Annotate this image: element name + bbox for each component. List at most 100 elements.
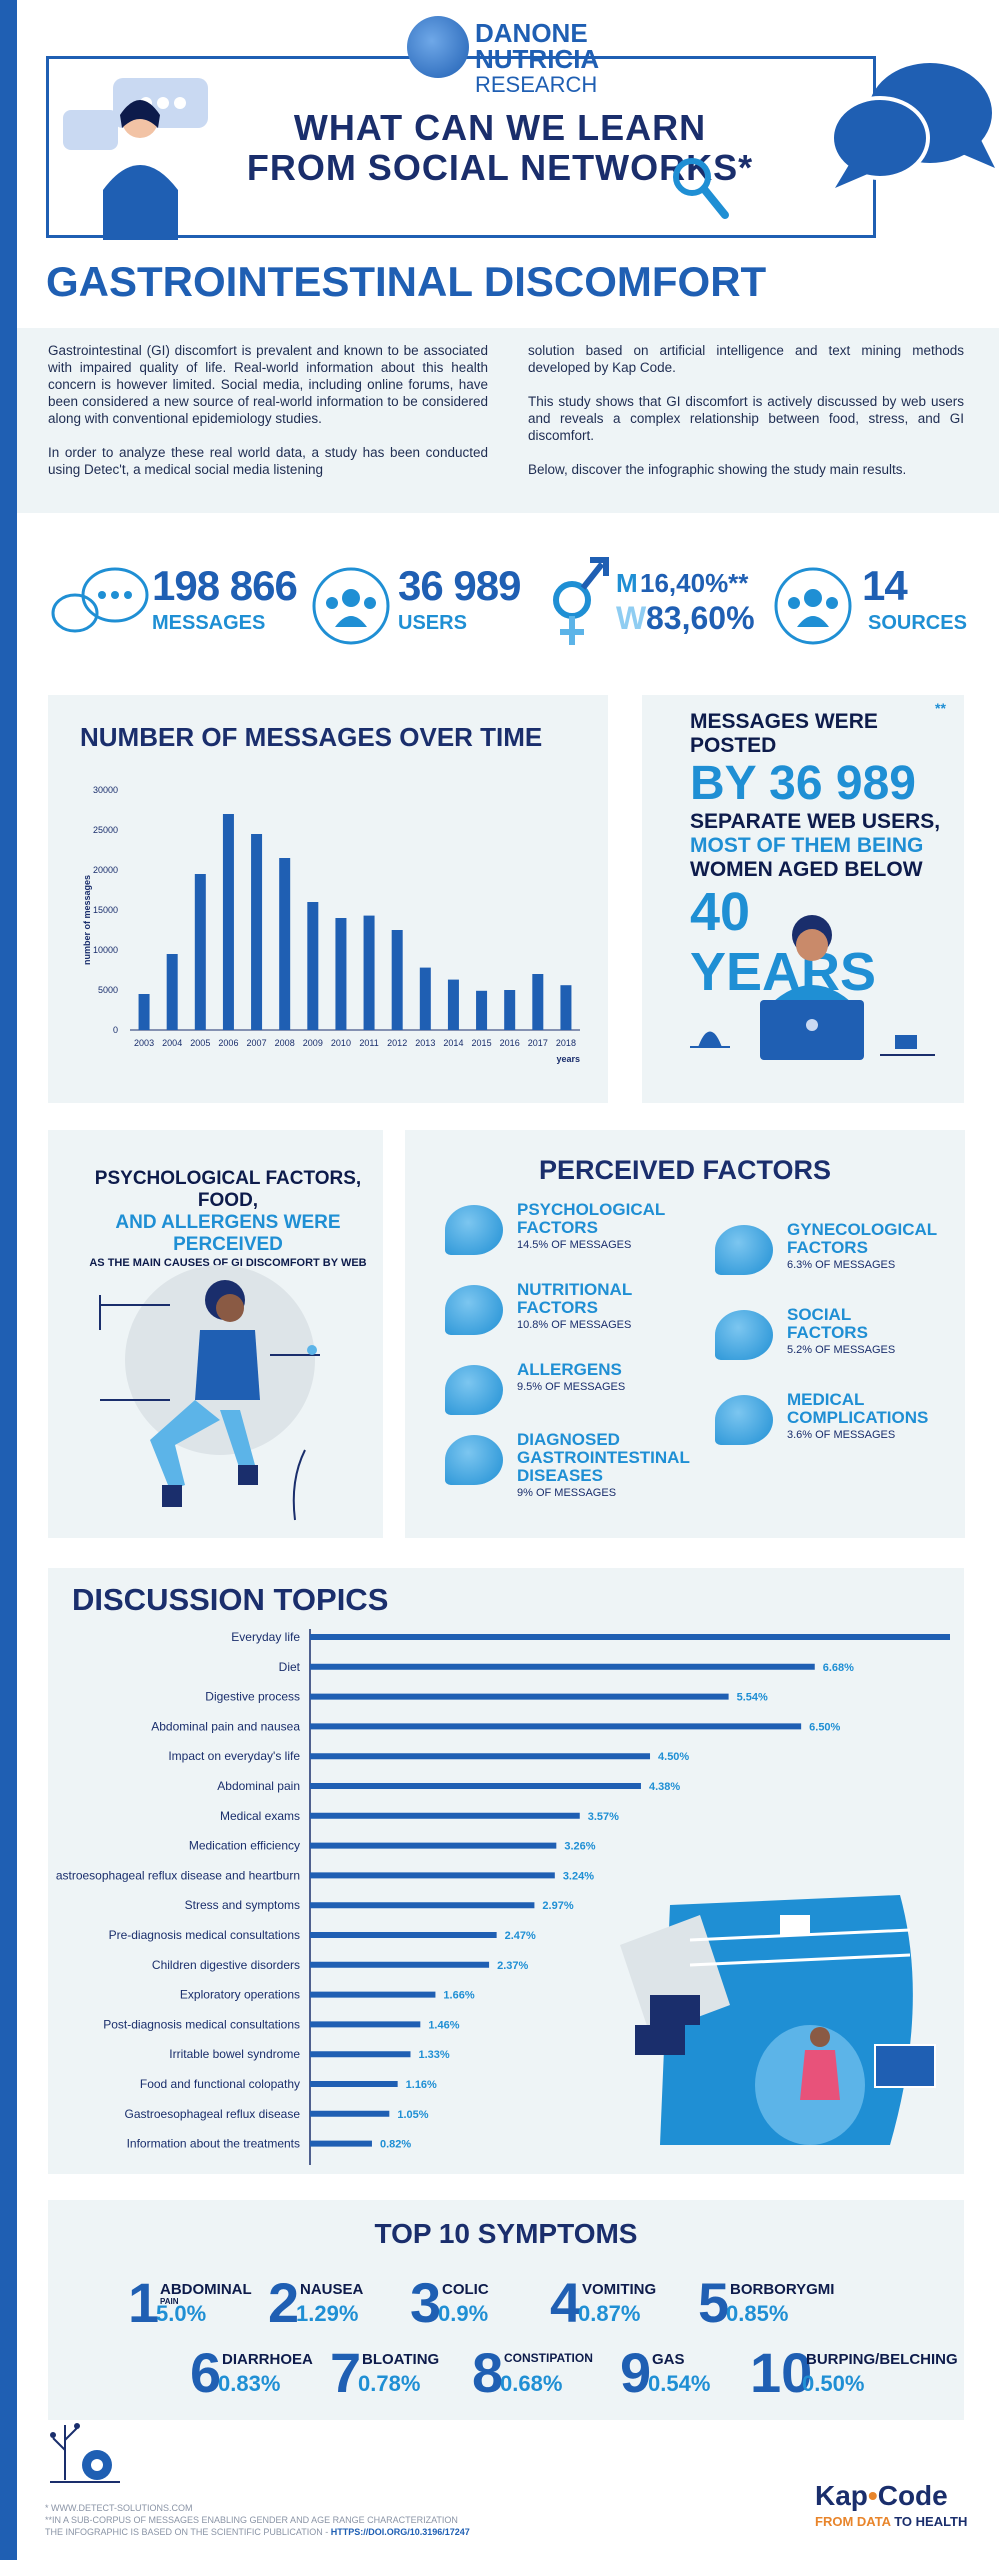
- intro-left-column: Gastrointestinal (GI) discomfort is prev…: [48, 343, 488, 477]
- symptom-pct: 0.78%: [358, 2371, 421, 2396]
- danone-logo: DANONE NUTRICIA RESEARCH: [475, 18, 600, 97]
- factor-blob-icon: [715, 1395, 773, 1445]
- y-tick-label: 25000: [93, 825, 118, 835]
- bar-2018: [560, 985, 572, 1030]
- speech-bubbles-icon: [830, 63, 995, 188]
- topic-value: 3.24%: [563, 1870, 594, 1882]
- bar-2017: [532, 974, 544, 1030]
- x-tick-label: 2006: [218, 1038, 238, 1048]
- topic-value: 2.47%: [505, 1930, 536, 1942]
- topic-value: 2.97%: [542, 1900, 573, 1912]
- male-pct: 16,40%**: [640, 568, 749, 598]
- symptom-rank: 1: [128, 2271, 160, 2334]
- publication-link[interactable]: HTTPS://DOI.ORG/10.3196/17247: [330, 2527, 470, 2537]
- topic-label: Stress and symptoms: [185, 1898, 300, 1912]
- symptom-rank: 4: [550, 2271, 582, 2334]
- bar-2010: [335, 918, 347, 1030]
- topic-value: 3.26%: [564, 1841, 595, 1853]
- messages-icon: [51, 567, 149, 633]
- male-label: M: [616, 568, 638, 598]
- bar-2014: [447, 979, 459, 1030]
- topic-value: 0.82%: [380, 2139, 411, 2151]
- messages-label: MESSAGES: [152, 612, 266, 634]
- y-tick-label: 20000: [93, 865, 118, 875]
- topic-value: 3.57%: [588, 1811, 619, 1823]
- symptom-rank: 8: [472, 2341, 504, 2404]
- topic-label: Exploratory operations: [180, 1988, 300, 2002]
- factor-name: PSYCHOLOGICAL FACTORS: [517, 1200, 666, 1237]
- kapcode-tagline: FROM DATA TO HEALTH: [815, 2514, 968, 2529]
- messages-over-time-chart: number of messages 0 5000 10000 15000 20000 25…: [82, 785, 580, 1064]
- gender-icon: [553, 557, 609, 645]
- x-tick-label: 2004: [162, 1038, 182, 1048]
- footnote-1: * WWW.DETECT-SOLUTIONS.COM: [45, 2503, 193, 2513]
- factor-blob-icon: [715, 1310, 773, 1360]
- x-tick-label: 2014: [443, 1038, 463, 1048]
- y-tick-label: 5000: [98, 985, 118, 995]
- x-tick-label: 2007: [247, 1038, 267, 1048]
- topic-value: 1.05%: [397, 2109, 428, 2121]
- topic-label: Medication efficiency: [189, 1839, 300, 1853]
- topic-value: 6.68%: [823, 1662, 854, 1674]
- factor-name: GYNECOLOGICAL FACTORS: [787, 1220, 938, 1257]
- bar-2005: [194, 874, 206, 1030]
- y-tick-label: 15000: [93, 905, 118, 915]
- messages-chart-panel: [48, 695, 608, 1103]
- x-tick-label: 2018: [556, 1038, 576, 1048]
- topic-label: Gastroesophageal reflux disease and hear…: [55, 1868, 300, 1882]
- topic-label: Information about the treatments: [127, 2137, 300, 2151]
- symptom-name: DIARRHOEA: [222, 2351, 313, 2368]
- female-pct: 83,60%: [646, 600, 755, 636]
- topic-label: Impact on everyday's life: [168, 1749, 300, 1763]
- symptom-pct: 0.85%: [726, 2301, 789, 2326]
- x-tick-label: 2012: [387, 1038, 407, 1048]
- female-label: W: [616, 600, 647, 636]
- symptom-name: VOMITING: [582, 2281, 657, 2298]
- y-tick-label: 0: [113, 1025, 118, 1035]
- x-tick-label: 2016: [500, 1038, 520, 1048]
- symptom-pct: 0.83%: [218, 2371, 281, 2396]
- symptom-name: BLOATING: [362, 2351, 440, 2368]
- danone-logo-icon: [407, 16, 469, 78]
- symptom-rank: 2: [268, 2271, 300, 2334]
- topic-label: Children digestive disorders: [152, 1958, 300, 1972]
- kapcode-logo: Kap•Code: [815, 2480, 948, 2511]
- topic-value: 4.38%: [649, 1781, 680, 1793]
- factor-name: SOCIAL FACTORS: [787, 1305, 868, 1342]
- factor-blob-icon: [715, 1225, 773, 1275]
- topic-value: 1.66%: [443, 1990, 474, 2002]
- topic-value: 6.50%: [809, 1721, 840, 1733]
- factor-pct: 5.2% OF MESSAGES: [787, 1344, 896, 1356]
- topic-label: Digestive process: [205, 1690, 300, 1704]
- topic-label: Abdominal pain and nausea: [151, 1719, 300, 1733]
- x-tick-label: 2005: [190, 1038, 210, 1048]
- factor-name: ALLERGENS: [517, 1360, 622, 1379]
- topic-value: 1.16%: [406, 2079, 437, 2091]
- symptom-name: COLIC: [442, 2281, 489, 2298]
- symptom-name: ABDOMINAL: [160, 2281, 252, 2298]
- bar-2016: [504, 990, 516, 1030]
- sources-count: 14: [862, 562, 908, 609]
- topic-value: 1.46%: [428, 2019, 459, 2031]
- topic-label: Food and functional colopathy: [140, 2077, 300, 2091]
- psych-text: PSYCHOLOGICAL FACTORS, FOOD, AND ALLERGE…: [89, 1168, 367, 1283]
- topic-label: Irritable bowel syndrome: [169, 2047, 300, 2061]
- x-tick-label: 2015: [472, 1038, 492, 1048]
- topic-label: Medical exams: [220, 1809, 300, 1823]
- factors-title: PERCEIVED FACTORS: [538, 1155, 832, 1185]
- topic-value: 1.33%: [418, 2049, 449, 2061]
- bar-2013: [419, 967, 431, 1030]
- factor-pct: 10.8% OF MESSAGES: [517, 1319, 632, 1331]
- symptom-name: NAUSEA: [300, 2281, 364, 2298]
- topic-label: Pre-diagnosis medical consultations: [109, 1928, 300, 1942]
- symptom-pct: 0.54%: [648, 2371, 711, 2396]
- footnote-3: THE INFOGRAPHIC IS BASED ON THE SCIENTIF…: [45, 2527, 470, 2537]
- factor-blob-icon: [445, 1365, 503, 1415]
- topic-label: Diet: [279, 1660, 301, 1674]
- documents-woman-icon: [620, 1895, 936, 2145]
- bar-2009: [307, 902, 319, 1030]
- factor-pct: 9.5% OF MESSAGES: [517, 1381, 626, 1393]
- topic-label: Abdominal pain: [217, 1779, 300, 1793]
- symptom-pct: 0.50%: [802, 2371, 865, 2396]
